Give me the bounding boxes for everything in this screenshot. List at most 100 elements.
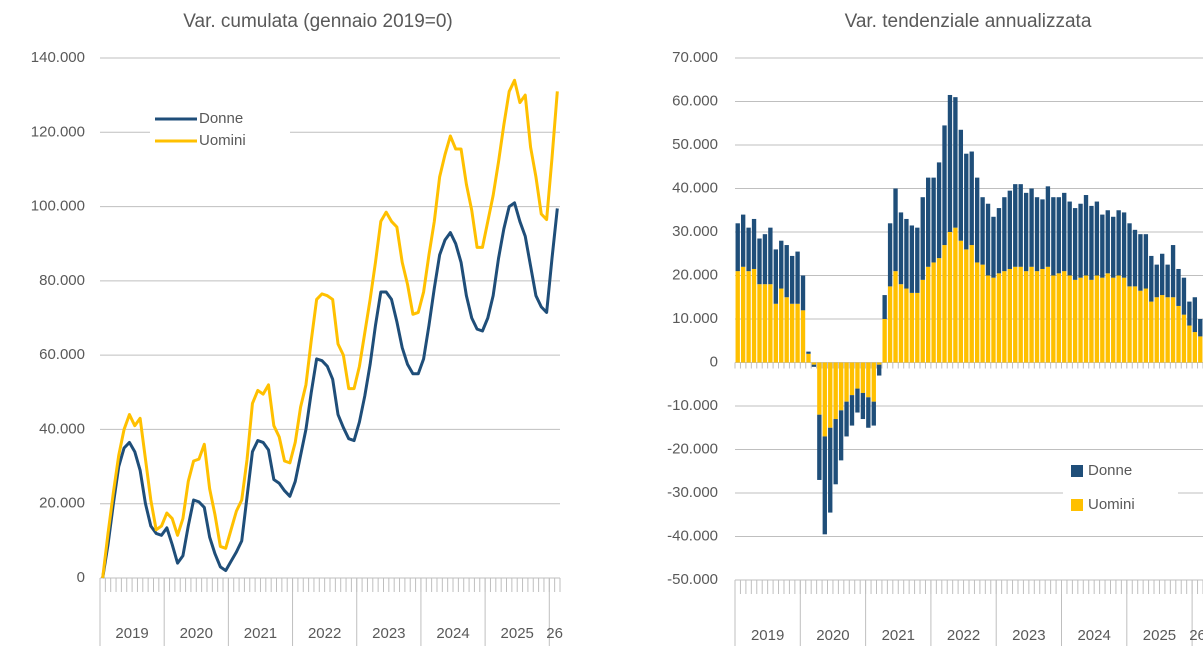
bar xyxy=(1181,314,1187,363)
bar xyxy=(773,249,778,304)
bar xyxy=(1083,275,1089,363)
bar xyxy=(877,364,882,376)
legend-label: Uomini xyxy=(1088,496,1135,513)
bar xyxy=(915,227,920,293)
bar xyxy=(800,310,806,363)
bar xyxy=(1154,297,1159,363)
bar xyxy=(1176,268,1181,306)
bar xyxy=(1040,199,1045,269)
x-tick-label: 2025 xyxy=(1143,627,1176,644)
y-tick-label: 40.000 xyxy=(39,420,85,437)
x-tick-label: 2023 xyxy=(1012,627,1045,644)
y-tick-label: 140.000 xyxy=(31,49,85,66)
bar xyxy=(1143,234,1149,289)
legend: Donne Uomini xyxy=(150,103,290,165)
x-tick-label: 2024 xyxy=(436,625,469,642)
bar xyxy=(1072,279,1078,363)
y-tick-label: 40.000 xyxy=(672,179,718,196)
bar xyxy=(751,268,757,363)
bar xyxy=(1138,290,1143,363)
bar xyxy=(789,303,795,363)
y-tick-label: 60.000 xyxy=(39,346,85,363)
bar xyxy=(898,284,904,363)
bar xyxy=(1045,266,1051,363)
bar xyxy=(1192,332,1198,363)
bar xyxy=(936,162,942,259)
bar xyxy=(768,227,773,285)
bar xyxy=(893,271,898,363)
bar xyxy=(1138,234,1143,291)
bar xyxy=(1100,214,1105,278)
bar xyxy=(1105,210,1110,274)
bar xyxy=(974,177,980,263)
bar xyxy=(985,275,991,363)
bar xyxy=(1062,271,1067,363)
bar xyxy=(855,388,860,413)
bar xyxy=(1051,275,1056,363)
bar xyxy=(985,203,991,276)
bar xyxy=(800,275,806,311)
bar xyxy=(871,362,876,402)
bar xyxy=(1029,188,1034,267)
bar xyxy=(822,436,827,535)
legend-label: Donne xyxy=(1088,462,1132,479)
bar xyxy=(817,414,822,480)
bar xyxy=(860,362,866,393)
bar xyxy=(1056,273,1061,363)
y-tick-label: 30.000 xyxy=(672,223,718,240)
bar xyxy=(833,362,838,420)
bar xyxy=(1116,275,1121,363)
bar xyxy=(980,197,985,265)
bar xyxy=(1067,275,1072,363)
bar xyxy=(779,240,784,289)
bar xyxy=(1165,297,1170,363)
legend-label: Donne xyxy=(199,110,243,127)
x-tick-label: 2021 xyxy=(882,627,915,644)
bar xyxy=(996,208,1002,274)
y-tick-label: -20.000 xyxy=(667,440,718,457)
y-tick-label: 120.000 xyxy=(31,123,85,140)
chart-panel: Var. tendenziale annualizzata -50.000 -40.… xyxy=(667,11,1203,646)
bar xyxy=(920,279,925,363)
bar xyxy=(1176,305,1181,363)
legend-swatch xyxy=(1071,465,1083,477)
bar xyxy=(969,151,974,246)
bar xyxy=(1007,268,1012,363)
legend-box xyxy=(150,103,290,165)
y-tick-label: -50.000 xyxy=(667,571,718,588)
y-tick-label: 60.000 xyxy=(672,92,718,109)
bar xyxy=(822,362,827,437)
bar xyxy=(882,319,887,363)
bar xyxy=(784,297,789,363)
y-tick-label: 0 xyxy=(77,569,85,586)
bar xyxy=(1187,325,1192,363)
bar xyxy=(1023,271,1029,363)
bar xyxy=(969,245,974,363)
chart-title: Var. tendenziale annualizzata xyxy=(845,11,1092,32)
bar xyxy=(953,227,958,363)
bar xyxy=(838,362,844,411)
bar xyxy=(1034,271,1040,363)
bar xyxy=(768,284,773,363)
bar xyxy=(1078,203,1083,278)
x-tick-label: 2022 xyxy=(947,627,980,644)
bar xyxy=(866,362,871,398)
bar xyxy=(746,271,751,363)
bar xyxy=(926,266,931,363)
bar xyxy=(773,303,778,363)
bar xyxy=(1051,197,1056,276)
bar xyxy=(1094,201,1100,276)
bar xyxy=(942,245,947,363)
x-tick-label: 26 xyxy=(1189,627,1203,644)
bar xyxy=(1121,212,1127,278)
bar xyxy=(1111,216,1116,278)
bar xyxy=(762,284,768,363)
bar xyxy=(1132,229,1138,287)
bar xyxy=(887,286,893,363)
bar xyxy=(958,240,964,363)
x-tick-label: 2024 xyxy=(1077,627,1110,644)
y-tick-label: 70.000 xyxy=(672,49,718,66)
x-tick-label: 2023 xyxy=(372,625,405,642)
